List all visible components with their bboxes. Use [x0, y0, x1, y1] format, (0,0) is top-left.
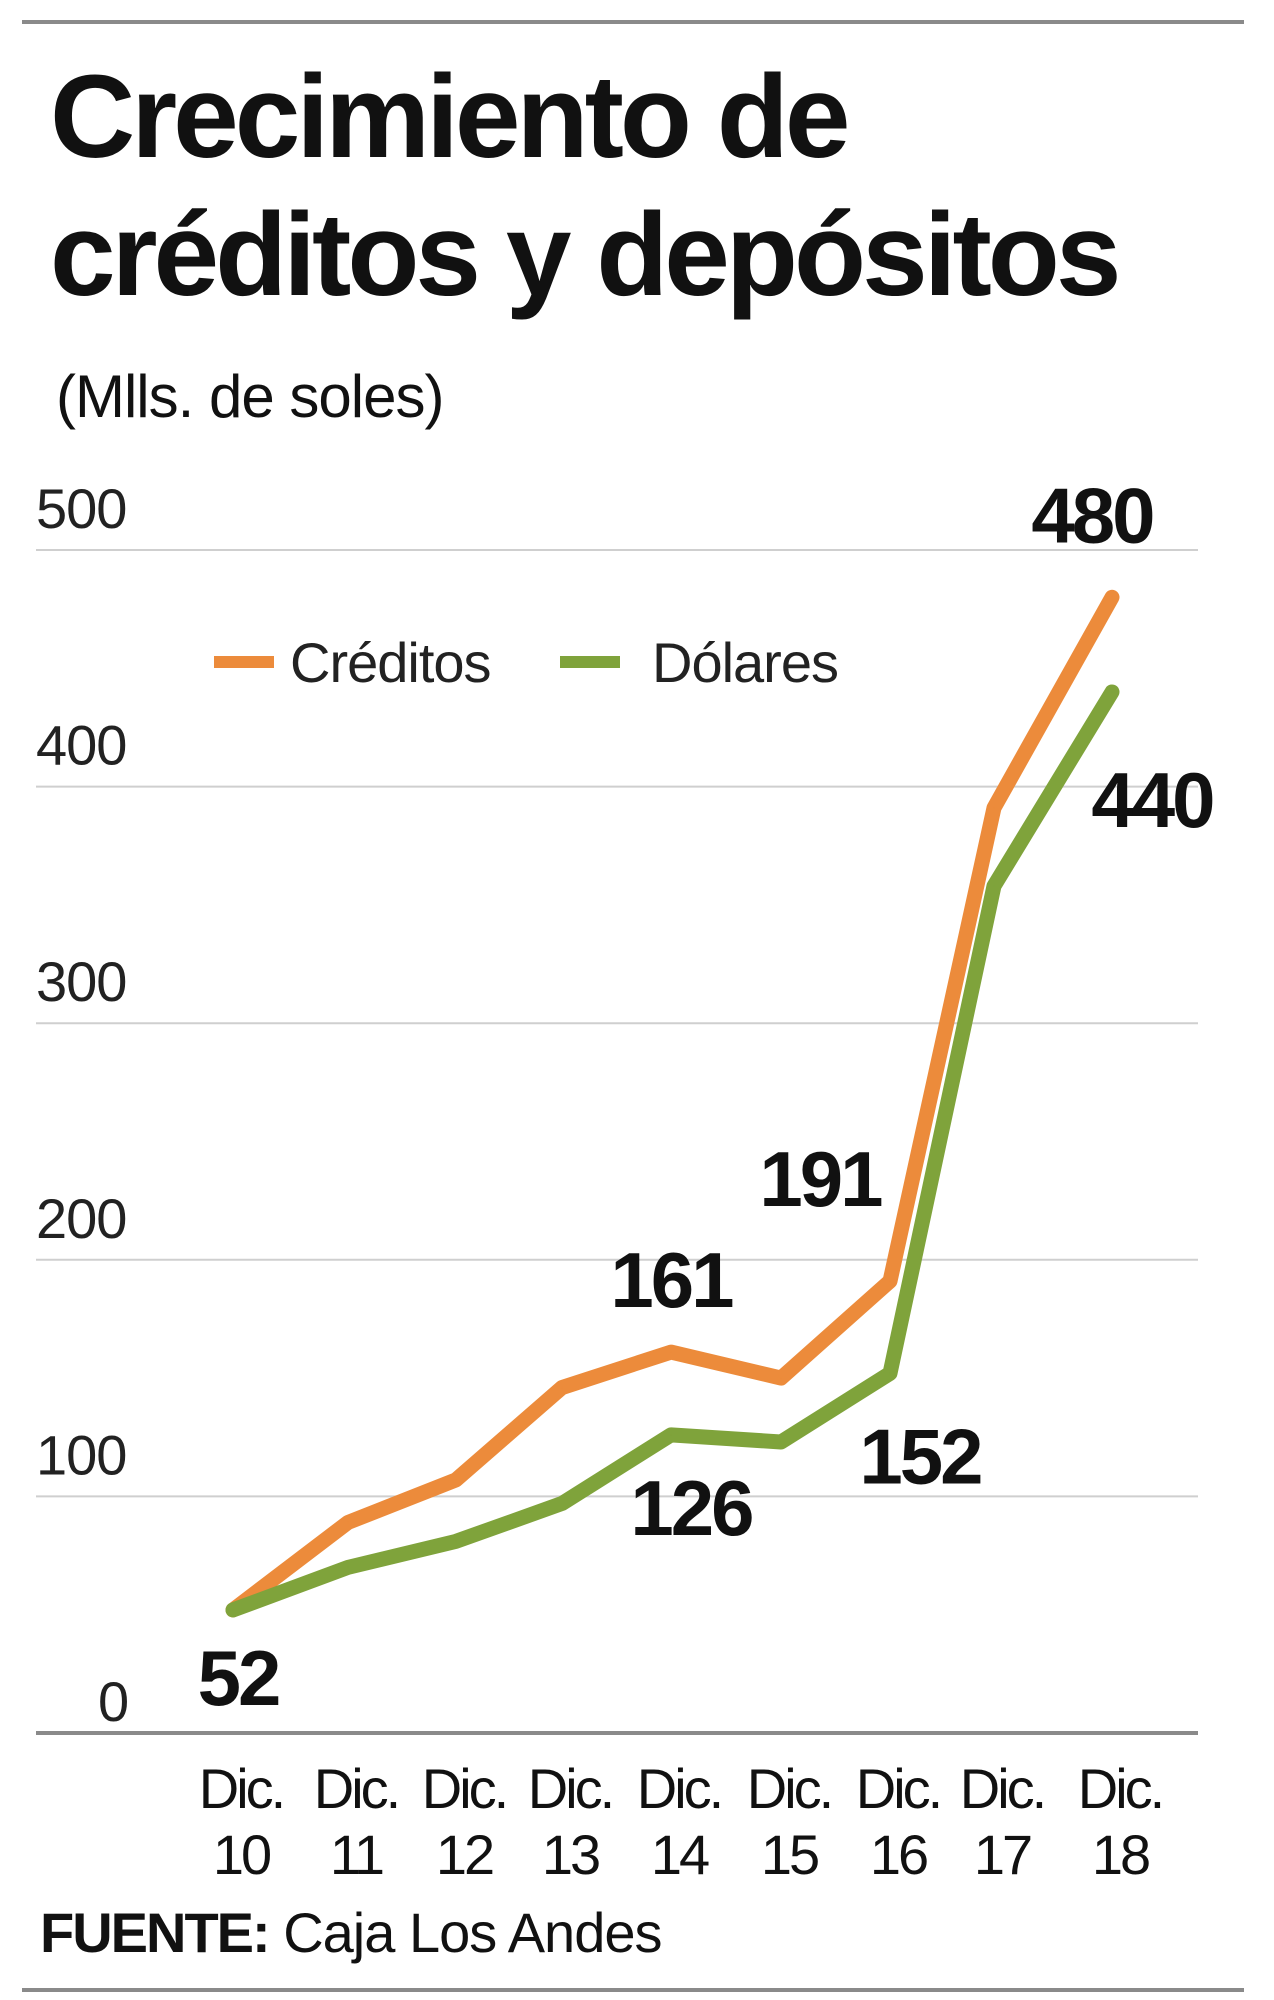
data-label: 161 [610, 1236, 733, 1324]
data-label: 480 [1031, 471, 1153, 559]
x-tick-label: 13 [542, 1823, 599, 1886]
data-label: 191 [759, 1135, 882, 1223]
data-point [455, 1478, 457, 1481]
x-tick-label: 11 [330, 1823, 383, 1886]
title-line-2: créditos y depósitos [50, 189, 1122, 321]
x-tick-label: Dic. [960, 1757, 1044, 1820]
source-text: Caja Los Andes [283, 1901, 662, 1964]
data-point [232, 1608, 234, 1611]
data-label: 440 [1091, 756, 1213, 844]
data-point [1111, 690, 1113, 693]
x-tick-label: Dic. [747, 1757, 831, 1820]
data-point [347, 1566, 349, 1569]
data-point [1111, 596, 1113, 599]
x-tick-label: Dic. [856, 1757, 940, 1820]
legend-label-0: Créditos [290, 631, 491, 694]
x-tick-label: Dic. [199, 1757, 283, 1820]
x-tick-label: Dic. [1078, 1757, 1162, 1820]
chart-title: Crecimiento de créditos y depósitos [50, 48, 1122, 324]
y-tick-label: 200 [36, 1187, 126, 1250]
data-point [670, 1433, 672, 1436]
x-tick-label: Dic. [422, 1757, 506, 1820]
data-point [561, 1502, 563, 1505]
x-tick-label: Dic. [637, 1757, 721, 1820]
data-point [780, 1377, 782, 1380]
data-point [889, 1372, 891, 1375]
x-tick-label: 18 [1092, 1823, 1149, 1886]
x-tick-label: 15 [761, 1823, 818, 1886]
title-line-1: Crecimiento de [50, 51, 850, 183]
data-point [993, 884, 995, 887]
y-tick-label: 100 [36, 1423, 126, 1486]
data-point [780, 1440, 782, 1443]
y-tick-label: 400 [36, 714, 126, 777]
data-point [993, 806, 995, 809]
x-tick-label: Dic. [528, 1757, 612, 1820]
x-tick-label: 16 [870, 1823, 927, 1886]
y-tick-label: 500 [36, 477, 126, 540]
source-note: FUENTE: Caja Los Andes [40, 1900, 663, 1965]
x-tick-label: 17 [974, 1823, 1031, 1886]
bottom-rule [22, 1988, 1244, 1992]
y-tick-label: 300 [36, 950, 126, 1013]
source-label: FUENTE: [40, 1901, 271, 1964]
data-point [670, 1351, 672, 1354]
data-point [561, 1386, 563, 1389]
x-tick-label: 14 [651, 1823, 709, 1886]
legend-label-1: Dólares [652, 631, 838, 694]
x-tick-label: Dic. [314, 1757, 398, 1820]
x-tick-label: 10 [213, 1823, 270, 1886]
chart-subtitle: (Mlls. de soles) [56, 363, 444, 430]
data-point [889, 1280, 891, 1283]
y-tick-label: 0 [98, 1670, 128, 1733]
data-label: 152 [859, 1412, 981, 1500]
data-point [455, 1540, 457, 1543]
data-label: 52 [198, 1634, 279, 1722]
x-tick-label: 12 [436, 1823, 493, 1886]
top-rule [22, 20, 1244, 24]
data-label: 126 [630, 1464, 752, 1552]
data-point [347, 1521, 349, 1524]
